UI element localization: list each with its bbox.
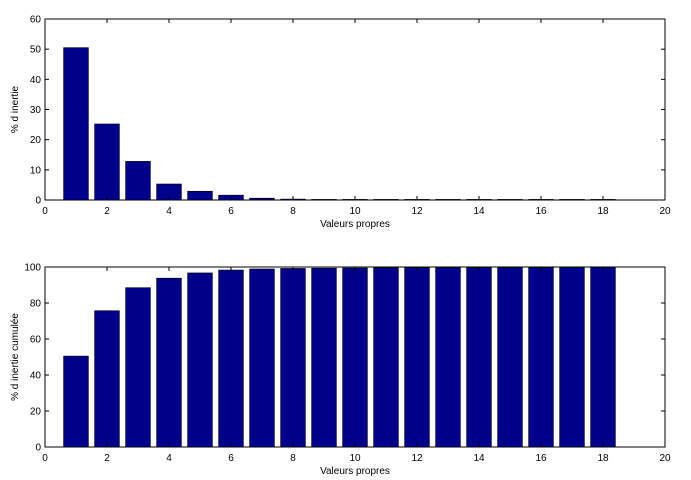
inertia-chart-bar-7 [249, 197, 275, 201]
cumulative-inertia-chart-x-tick-label: 0 [42, 453, 48, 464]
cumulative-inertia-chart-y-axis-label: % d inertie cumulée [10, 313, 21, 401]
cumulative-inertia-chart-bar-18 [590, 267, 616, 448]
cumulative-inertia-chart-y-tick-label: 40 [30, 371, 42, 382]
inertia-chart-bar-5 [187, 190, 213, 201]
cumulative-inertia-chart-bar-10 [342, 267, 368, 448]
inertia-chart-bar-15 [497, 199, 523, 201]
cumulative-inertia-chart-x-tick-label: 20 [659, 453, 671, 464]
inertia-chart-y-tick-label: 60 [30, 15, 42, 26]
cumulative-inertia-chart-bar-15 [497, 267, 523, 448]
cumulative-inertia-chart-bar-4 [156, 277, 182, 448]
inertia-chart: 0 2 4 6 8 10 12 14 16 18 20 0 10 20 30 40 50 60 Valeurs … [10, 15, 671, 231]
inertia-chart-y-tick-label: 0 [35, 196, 41, 207]
cumulative-inertia-chart-y-tick-label: 0 [35, 443, 41, 454]
inertia-chart-y-tick-label: 10 [30, 165, 42, 176]
cumulative-inertia-chart: 0 2 4 6 8 10 12 14 16 18 20 0 20 40 60 80 100 Valeurs p… [10, 263, 671, 478]
cumulative-inertia-chart-bar-16 [528, 267, 554, 448]
cumulative-inertia-chart-bar-13 [435, 267, 461, 448]
inertia-chart-bar-1 [63, 47, 89, 201]
cumulative-inertia-chart-bar-3 [125, 287, 151, 448]
cumulative-inertia-chart-bar-14 [466, 267, 492, 448]
inertia-chart-bar-2 [94, 123, 120, 201]
inertia-chart-x-tick-label: 6 [228, 206, 234, 217]
cumulative-inertia-chart-x-tick-label: 10 [349, 453, 361, 464]
inertia-chart-x-tick-label: 0 [42, 206, 48, 217]
cumulative-inertia-chart-y-tick-label: 100 [24, 263, 41, 274]
cumulative-inertia-chart-x-tick-label: 6 [228, 453, 234, 464]
inertia-chart-y-tick-label: 40 [30, 75, 42, 86]
inertia-chart-x-axis-label: Valeurs propres [320, 219, 390, 230]
inertia-chart-x-tick-label: 20 [659, 206, 671, 217]
inertia-chart-x-tick-label: 8 [290, 206, 296, 217]
inertia-chart-bar-3 [125, 161, 151, 201]
inertia-chart-x-tick-label: 16 [535, 206, 547, 217]
cumulative-inertia-chart-bar-5 [187, 272, 213, 448]
cumulative-inertia-chart-x-tick-label: 18 [597, 453, 609, 464]
cumulative-inertia-chart-x-tick-label: 8 [290, 453, 296, 464]
inertia-chart-y-axis-label: % d inertie [10, 85, 21, 133]
cumulative-inertia-chart-bar-8 [280, 268, 306, 448]
inertia-chart-x-tick-label: 10 [349, 206, 361, 217]
cumulative-inertia-chart-x-tick-label: 12 [411, 453, 423, 464]
inertia-chart-x-tick-label: 12 [411, 206, 423, 217]
inertia-chart-x-tick-label: 14 [473, 206, 485, 217]
inertia-chart-x-tick-label: 18 [597, 206, 609, 217]
inertia-chart-y-tick-label: 50 [30, 45, 42, 56]
cumulative-inertia-chart-x-tick-label: 16 [535, 453, 547, 464]
cumulative-inertia-chart-bar-2 [94, 310, 120, 448]
inertia-chart-bar-17 [559, 199, 585, 201]
inertia-chart-y-tick-label: 30 [30, 105, 42, 116]
cumulative-inertia-chart-x-axis-label: Valeurs propres [320, 466, 390, 477]
cumulative-inertia-chart-x-tick-label: 2 [104, 453, 110, 464]
inertia-chart-bar-9 [311, 199, 337, 201]
inertia-chart-bar-11 [373, 199, 399, 201]
cumulative-inertia-chart-bar-9 [311, 267, 337, 448]
cumulative-inertia-chart-y-tick-label: 60 [30, 335, 42, 346]
cumulative-inertia-chart-bar-1 [63, 355, 89, 448]
cumulative-inertia-chart-x-tick-label: 14 [473, 453, 485, 464]
cumulative-inertia-chart-x-tick-label: 4 [166, 453, 172, 464]
cumulative-inertia-chart-bar-12 [404, 267, 430, 448]
cumulative-inertia-chart-bar-17 [559, 267, 585, 448]
inertia-chart-x-tick-label: 2 [104, 206, 110, 217]
cumulative-inertia-chart-bar-6 [218, 269, 244, 448]
cumulative-inertia-chart-y-tick-label: 20 [30, 407, 42, 418]
inertia-chart-bar-13 [435, 199, 461, 201]
cumulative-inertia-chart-bar-11 [373, 267, 399, 448]
inertia-chart-y-tick-label: 20 [30, 135, 42, 146]
cumulative-inertia-chart-bar-7 [249, 268, 275, 448]
cumulative-inertia-chart-y-tick-label: 80 [30, 299, 42, 310]
inertia-chart-x-tick-label: 4 [166, 206, 172, 217]
